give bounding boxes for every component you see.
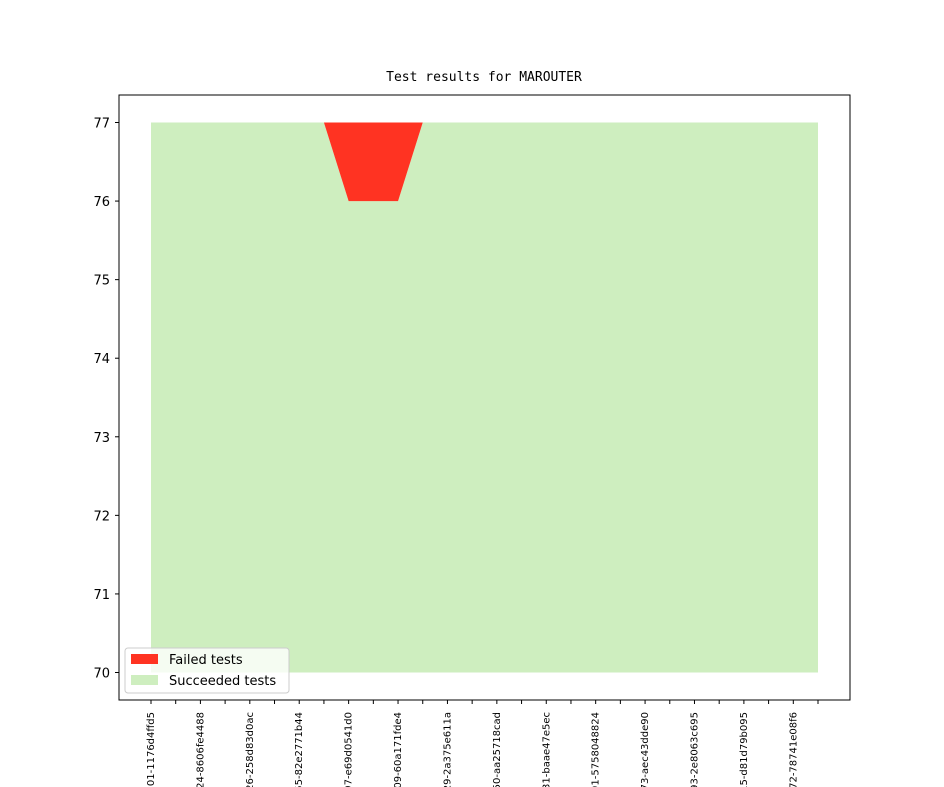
- legend-label: Failed tests: [169, 653, 243, 668]
- y-tick-label: 73: [93, 431, 110, 446]
- legend-box: [124, 647, 290, 694]
- legend-swatch: [131, 675, 158, 685]
- x-tick-label: 72-78741e08f6: [788, 712, 799, 787]
- x-tick-label: 29-2a375e611a: [442, 712, 453, 787]
- y-tick-label: 75: [93, 274, 110, 289]
- chart-title: Test results for MAROUTER: [386, 70, 582, 85]
- area: [151, 122, 818, 673]
- legend-swatch: [131, 654, 158, 664]
- legend: Failed tests Succeeded tests: [124, 647, 290, 694]
- y-tick-label: 72: [93, 509, 110, 524]
- legend-label: Succeeded tests: [169, 674, 276, 689]
- y-tick-label: 76: [93, 195, 110, 210]
- x-tick-label: 24-8606fe4488: [195, 712, 206, 787]
- x-tick-label: 31-baae47e5ec: [541, 712, 552, 787]
- plot-frame: [118, 94, 851, 701]
- x-tick-label: 26-258d83d0ac: [245, 712, 256, 787]
- x-tick-label: 91-5758048824: [591, 712, 602, 787]
- x-tick-label: 93-2e8063c695: [689, 712, 700, 787]
- y-tick-label: 77: [93, 117, 110, 132]
- x-tick-label: 09-60a171fde4: [393, 712, 404, 787]
- y-tick-label: 71: [93, 588, 110, 603]
- x-tick-label: 55-82e2771b44: [294, 712, 305, 787]
- x-tick-label: 73-aec43dde90: [640, 712, 651, 787]
- y-tick-label: 70: [93, 667, 110, 682]
- x-tick-label: 50-aa25718cad: [492, 712, 503, 787]
- x-tick-label: 501-1176d4ffd5: [146, 712, 157, 787]
- y-tick-label: 74: [93, 352, 110, 367]
- x-tick-label: 97-e69d0541d0: [344, 712, 355, 787]
- x-tick-label: 15-d81d79b095: [739, 712, 750, 787]
